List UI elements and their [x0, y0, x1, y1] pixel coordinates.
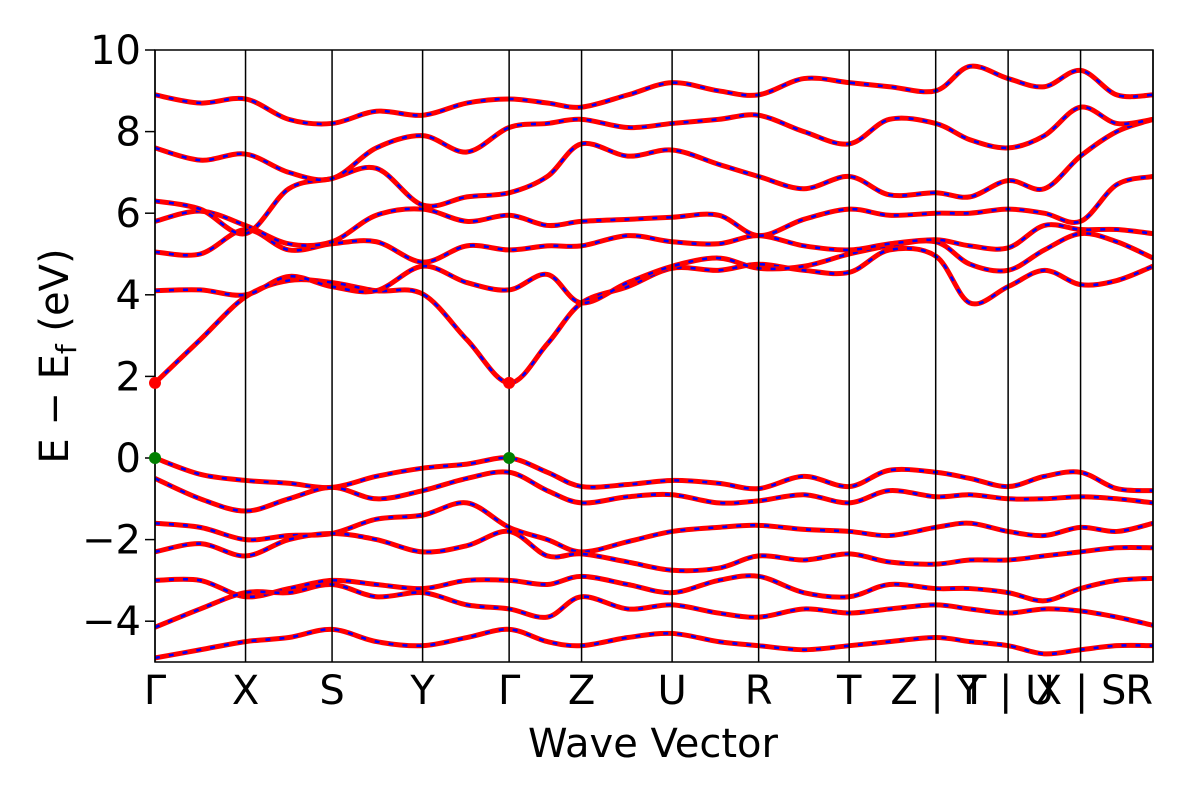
vbm-marker	[503, 452, 516, 464]
svg-text:E − Ef (eV): E − Ef (eV)	[32, 248, 83, 463]
y-tick-label: 8	[116, 110, 141, 156]
x-tick-label: T | U	[961, 668, 1055, 714]
vbm-marker	[149, 452, 161, 464]
x-tick-label: X	[232, 668, 259, 714]
band-overlay-band-c6	[155, 105, 1153, 182]
x-tick-label: Z	[568, 668, 595, 714]
y-tick-label: 0	[116, 436, 141, 482]
band-line-band-c7	[155, 63, 1153, 127]
x-tick-label: Y	[409, 668, 435, 714]
y-axis-label-unit: (eV)	[32, 248, 78, 344]
band-line-band-v3	[155, 500, 1153, 555]
x-tick-label: R	[1125, 668, 1153, 714]
y-axis-label: E − Ef (eV)	[32, 248, 83, 463]
band-line-band-v2	[155, 469, 1153, 514]
x-tick-label: X | S	[1035, 668, 1127, 714]
y-tick-label: 4	[116, 273, 141, 319]
x-tick-label: R	[745, 668, 773, 714]
x-tick-label: T	[836, 668, 862, 714]
x-tick-label: U	[657, 668, 686, 714]
x-tick-label: Z | Y	[890, 668, 981, 714]
x-tick-label: S	[319, 668, 344, 714]
cbm-marker	[149, 376, 161, 389]
y-axis-label-main: E − E	[32, 354, 78, 464]
cbm-marker	[503, 376, 516, 389]
y-tick-label: 2	[116, 354, 141, 400]
x-axis-label: Wave Vector	[528, 721, 779, 767]
x-tick-label: Γ	[498, 668, 521, 714]
bands-group	[155, 63, 1153, 661]
y-axis-label-sub: f	[50, 343, 83, 354]
y-tick-label: −4	[82, 599, 141, 645]
x-tick-label: Γ	[144, 668, 167, 714]
y-tick-label: 6	[116, 191, 141, 237]
band-line-band-c4	[155, 174, 1153, 249]
y-tick-label: −2	[82, 518, 141, 564]
plot-frame	[154, 49, 1154, 663]
y-tick-label: 10	[90, 28, 141, 74]
band-overlay-band-v3	[155, 501, 1153, 554]
band-line-band-c6	[155, 104, 1153, 183]
